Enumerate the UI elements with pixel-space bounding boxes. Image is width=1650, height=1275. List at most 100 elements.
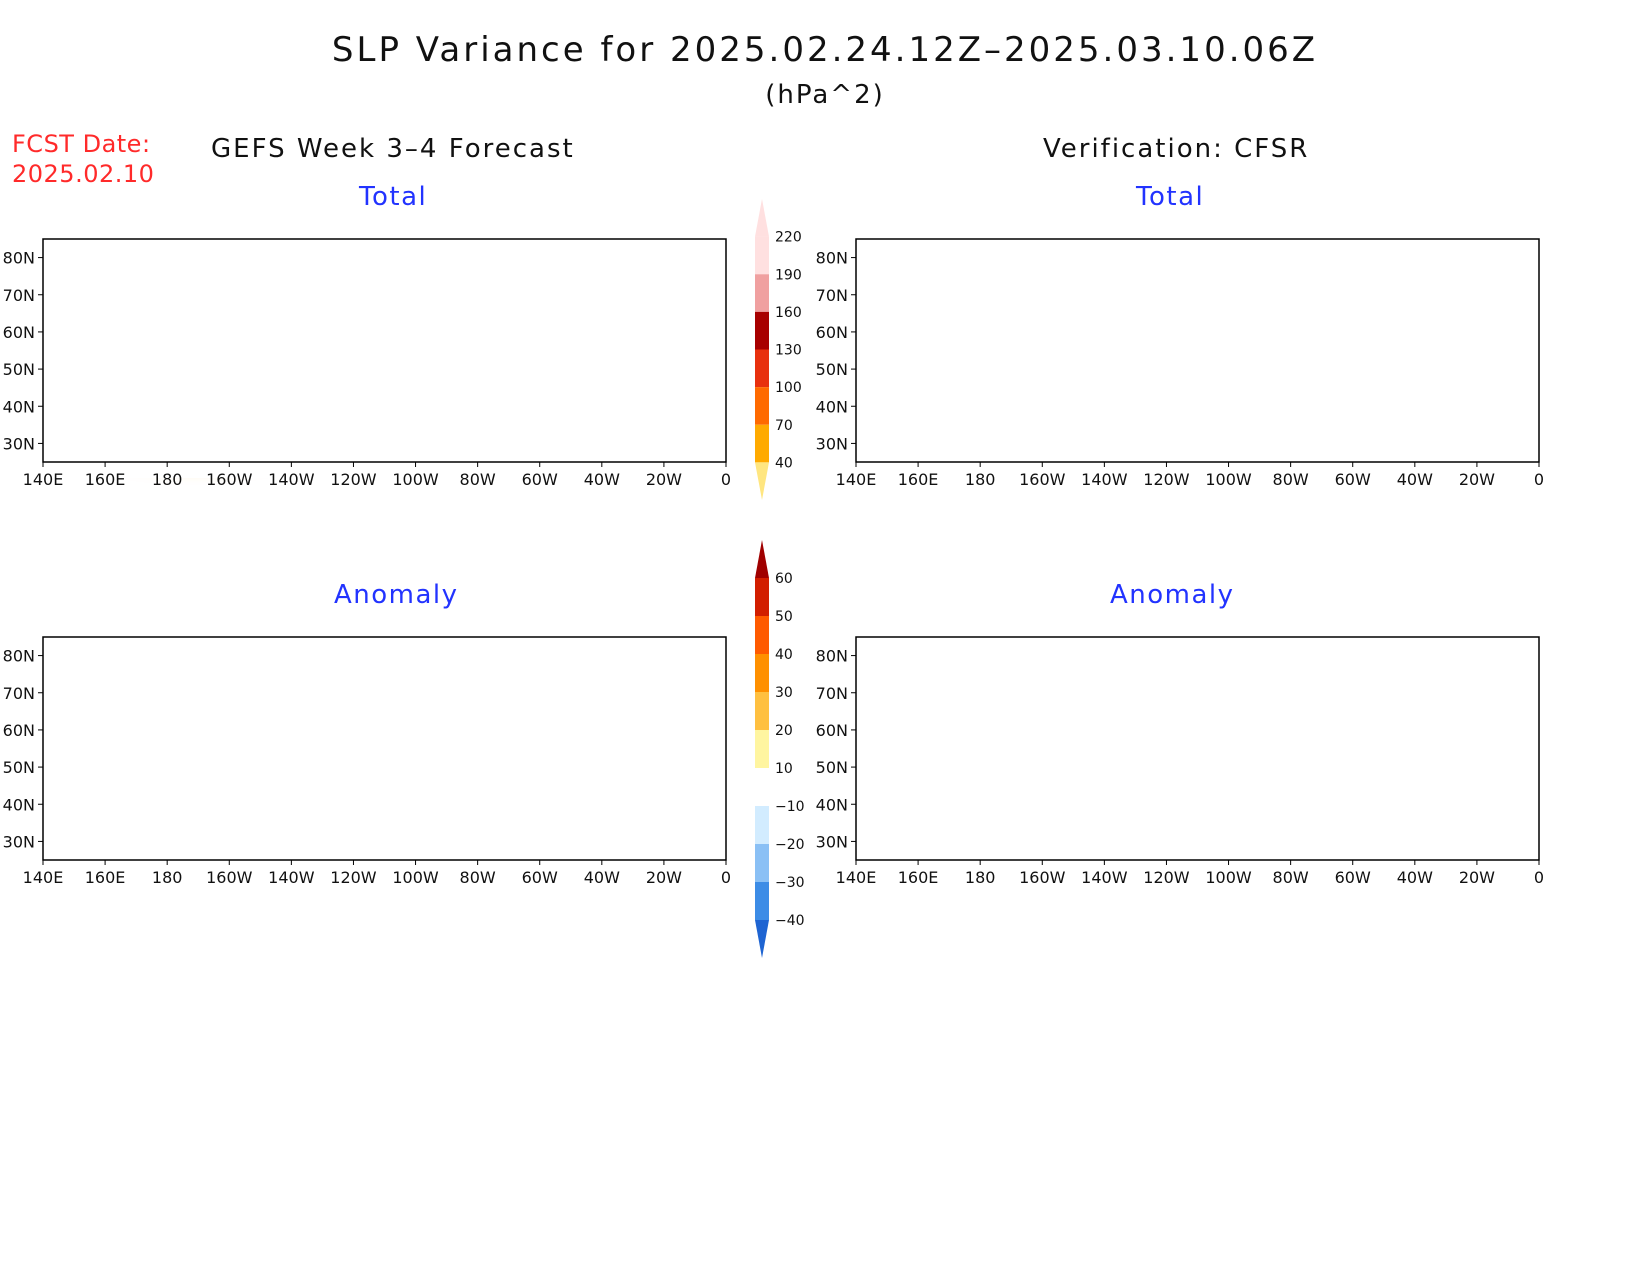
colorbar-segment [755, 349, 769, 388]
map-frame [855, 636, 1540, 861]
colorbar-segment [755, 311, 769, 350]
lat-tick-label: 60N [3, 323, 35, 342]
colorbar-label: 30 [775, 685, 793, 701]
lon-tick-label: 100W [392, 868, 439, 887]
lon-tick-label: 40W [584, 868, 620, 887]
lat-tick-label: 50N [3, 758, 35, 777]
lon-tick-label: 160E [85, 470, 126, 489]
lon-tick-label: 0 [1534, 868, 1544, 887]
lat-tick-label: 50N [816, 360, 848, 379]
shaded-field [28, 254, 768, 461]
colorbar-segment [755, 768, 769, 806]
lon-tick-label: 160E [85, 868, 126, 887]
lat-tick-label: 50N [3, 360, 35, 379]
colorbar-label: 40 [775, 647, 793, 663]
lat-tick-label: 70N [3, 286, 35, 305]
map-axes: 140E 160E 180 160W 140W 120W 100W 80W 60W 40W 20W 0… [3, 249, 1544, 887]
colorbar-segment [755, 387, 769, 425]
colorbar-label: 40 [775, 455, 793, 471]
lon-tick-label: 60W [522, 470, 558, 489]
map-panel-verification-anomaly [841, 627, 1556, 869]
colorbar-label: −30 [775, 875, 805, 891]
colorbar-label: 100 [775, 380, 802, 396]
shaded-field [83, 642, 768, 830]
lat-tick-label: 80N [816, 249, 848, 268]
lon-tick-label: 140E [836, 470, 877, 489]
lon-tick-label: 80W [1273, 868, 1309, 887]
lon-tick-label: 140W [1081, 868, 1128, 887]
lon-tick-label: 160W [206, 470, 253, 489]
lon-tick-label: 140W [268, 470, 315, 489]
colorbar-segment [755, 654, 769, 692]
lat-tick-label: 30N [3, 832, 35, 851]
column-title-forecast: GEFS Week 3–4 Forecast [211, 134, 575, 164]
colorbar-segment [755, 806, 769, 844]
map-frame [42, 238, 727, 463]
colorbar-segment [755, 199, 769, 237]
lon-tick-label: 20W [646, 470, 682, 489]
lon-tick-label: 120W [1143, 868, 1190, 887]
lon-tick-label: 160W [1019, 868, 1066, 887]
lon-tick-label: 180 [965, 868, 996, 887]
lat-tick-label: 40N [3, 397, 35, 416]
shaded-field [841, 627, 1556, 857]
map-panel-forecast-total [28, 238, 768, 463]
panel-title-forecast-anomaly: Anomaly [334, 580, 459, 610]
colorbar-label: 70 [775, 418, 793, 434]
coastlines [899, 645, 1539, 869]
colorbar-label: −40 [775, 913, 805, 929]
lon-tick-label: 100W [392, 470, 439, 489]
colorbar-label: −20 [775, 837, 805, 853]
colorbar-anomaly: 60 50 40 30 20 10 −10 −20 −30 −40 [755, 540, 805, 958]
lon-tick-label: 20W [1459, 470, 1495, 489]
lon-tick-label: 0 [721, 868, 731, 887]
colorbar-segment [755, 920, 769, 958]
lat-tick-label: 50N [816, 758, 848, 777]
colorbar-segment [755, 274, 769, 312]
lon-tick-label: 160E [898, 868, 939, 887]
coastlines [86, 645, 726, 869]
map-panel-verification-total [855, 238, 1540, 471]
lon-tick-label: 40W [1397, 868, 1433, 887]
panel-title-forecast-total: Total [359, 182, 428, 212]
lon-tick-label: 100W [1205, 868, 1252, 887]
lat-tick-label: 60N [816, 721, 848, 740]
lon-tick-label: 180 [965, 470, 996, 489]
panel-title-verification-anomaly: Anomaly [1110, 580, 1235, 610]
lat-tick-label: 60N [3, 721, 35, 740]
lat-tick-label: 70N [816, 286, 848, 305]
fcst-date-label: FCST Date: [12, 130, 151, 158]
figure-title: SLP Variance for 2025.02.24.12Z–2025.03.… [331, 30, 1319, 70]
field-background [43, 637, 726, 860]
lon-tick-label: 160W [206, 868, 253, 887]
lon-tick-label: 60W [522, 868, 558, 887]
lon-tick-label: 100W [1205, 470, 1252, 489]
lon-tick-label: 80W [460, 470, 496, 489]
colorbar-segment [755, 236, 769, 275]
colorbar-label: 60 [775, 571, 793, 587]
colorbar-segment [755, 730, 769, 768]
colorbar-segment [755, 882, 769, 920]
field-background [856, 637, 1539, 860]
lon-tick-label: 0 [721, 470, 731, 489]
colorbar-segment [755, 692, 769, 730]
lat-tick-label: 80N [3, 249, 35, 268]
lon-tick-label: 80W [1273, 470, 1309, 489]
lon-tick-label: 140E [23, 470, 64, 489]
colorbar-label: 20 [775, 723, 793, 739]
colorbar-segment [755, 424, 769, 463]
lat-tick-label: 70N [816, 684, 848, 703]
coastlines [899, 247, 1539, 471]
lat-tick-label: 80N [3, 647, 35, 666]
lon-tick-label: 80W [460, 868, 496, 887]
lat-tick-label: 60N [816, 323, 848, 342]
lon-tick-label: 140E [836, 868, 877, 887]
lat-tick-label: 30N [3, 434, 35, 453]
lon-tick-label: 0 [1534, 470, 1544, 489]
lon-tick-label: 160E [898, 470, 939, 489]
lat-tick-label: 40N [3, 795, 35, 814]
lat-tick-label: 80N [816, 647, 848, 666]
fcst-date-value: 2025.02.10 [12, 160, 155, 188]
lon-tick-label: 20W [646, 868, 682, 887]
